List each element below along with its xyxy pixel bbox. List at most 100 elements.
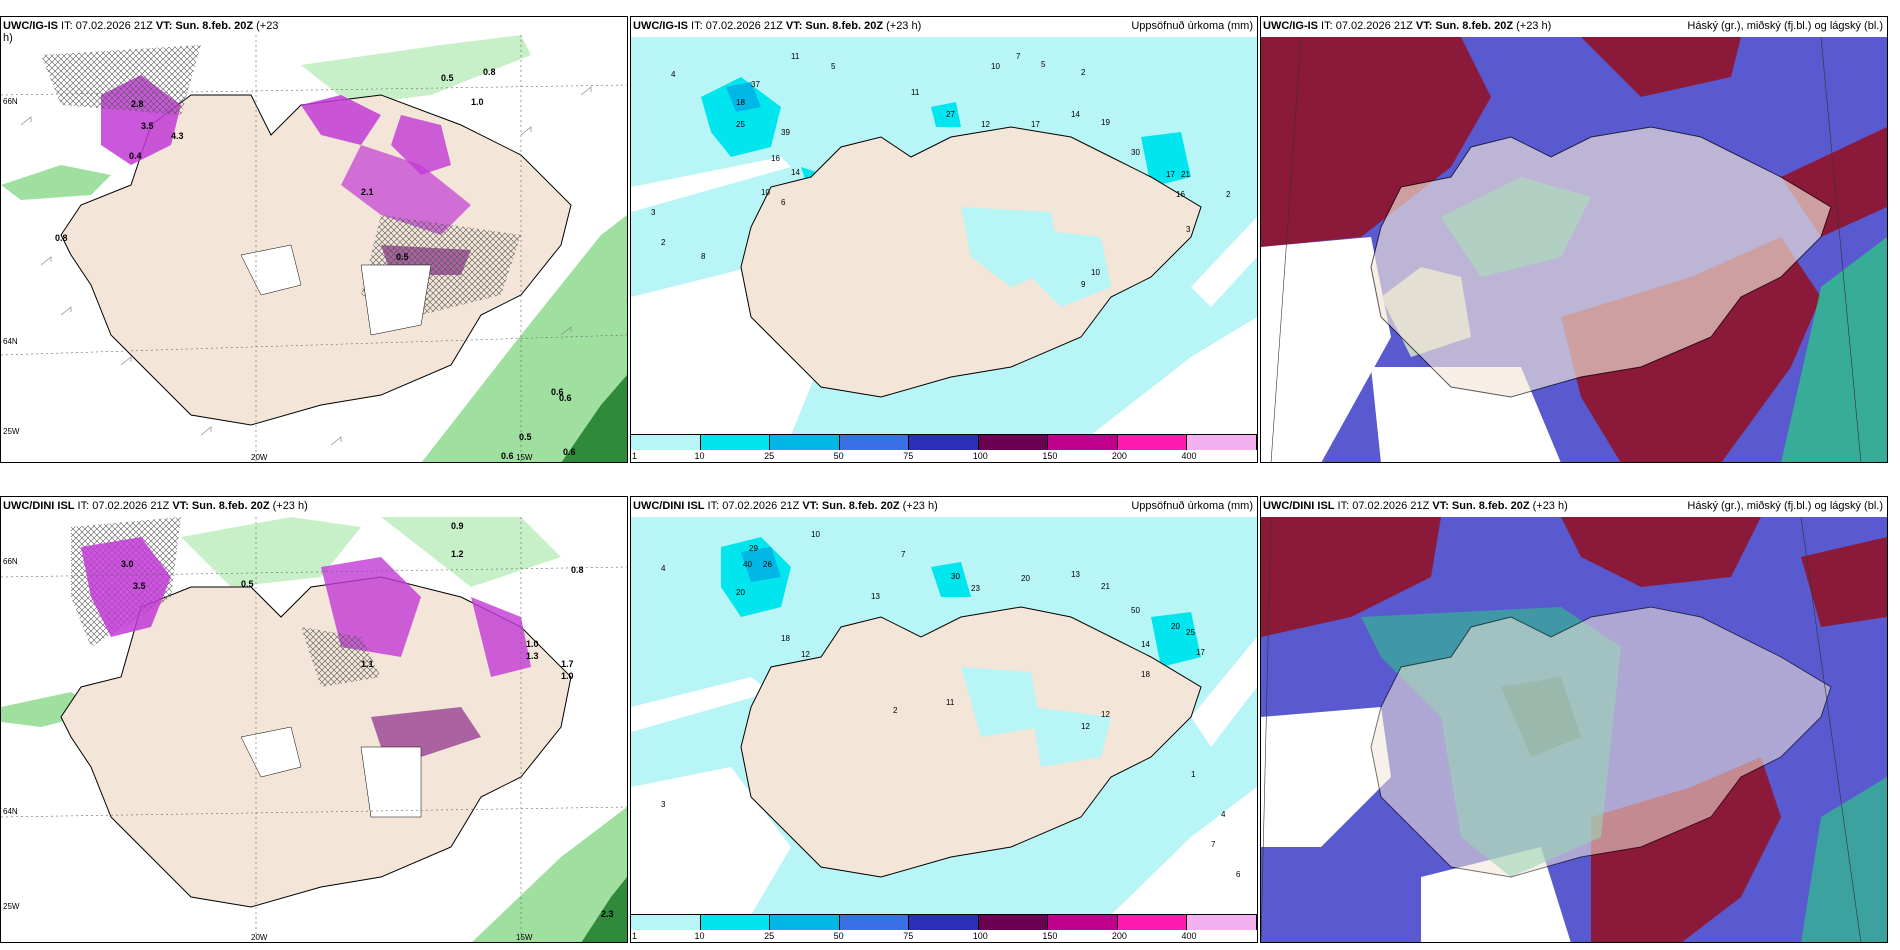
- svg-text:37: 37: [751, 80, 760, 89]
- colorbar-label: 100: [972, 451, 988, 461]
- colorbar-label: 10: [694, 931, 705, 941]
- svg-text:12: 12: [801, 650, 810, 659]
- map-area: 11 5 10 7 5 2 4 27 37 18 25 16 39 14 10 …: [631, 37, 1257, 435]
- svg-text:10: 10: [1091, 268, 1100, 277]
- svg-text:10: 10: [811, 530, 820, 539]
- lon-label: 20W: [251, 453, 268, 462]
- svg-text:12: 12: [1101, 710, 1110, 719]
- colorbar-swatch: [839, 914, 910, 930]
- svg-text:8: 8: [701, 252, 706, 261]
- lat-label: 64N: [3, 337, 18, 346]
- svg-text:1.0: 1.0: [561, 671, 574, 681]
- lon-label: 15W: [516, 933, 533, 942]
- svg-text:2: 2: [1226, 190, 1231, 199]
- svg-text:17: 17: [1031, 120, 1040, 129]
- svg-text:30: 30: [951, 572, 960, 581]
- panel-title: UWC/DINI ISL IT: 07.02.2026 21Z VT: Sun.…: [3, 500, 308, 512]
- svg-text:11: 11: [911, 88, 920, 97]
- map-panel-cloud-ig: UWC/IG-IS IT: 07.02.2026 21Z VT: Sun. 8.…: [1260, 16, 1888, 463]
- svg-text:7: 7: [1016, 52, 1021, 61]
- colorbar-swatch: [978, 914, 1049, 930]
- svg-text:20: 20: [1171, 622, 1180, 631]
- precip-values: 11 5 10 7 5 2 4 27 37 18 25 16 39 14 10 …: [651, 52, 1231, 289]
- svg-text:2.8: 2.8: [131, 99, 144, 109]
- svg-text:0.6: 0.6: [563, 447, 576, 457]
- svg-text:29: 29: [749, 544, 758, 553]
- svg-text:0.5: 0.5: [396, 252, 409, 262]
- colorbar-label: 25: [764, 451, 775, 461]
- svg-text:0.8: 0.8: [55, 233, 68, 243]
- svg-text:0.5: 0.5: [241, 579, 254, 589]
- svg-text:1.2: 1.2: [451, 549, 464, 559]
- svg-text:17: 17: [1166, 170, 1175, 179]
- svg-text:4: 4: [661, 564, 666, 573]
- panel-title: UWC/IG-IS IT: 07.02.2026 21Z VT: Sun. 8.…: [633, 20, 922, 32]
- svg-text:9: 9: [1081, 280, 1086, 289]
- panel-field-label: Uppsöfnuð úrkoma (mm): [1131, 500, 1253, 512]
- colorbar-label: 10: [694, 451, 705, 461]
- svg-text:10: 10: [761, 188, 770, 197]
- precip-values: 3.0 3.5 0.9 1.2 0.8 1.0 1.3 1.7 1.0 2.3 …: [121, 521, 614, 919]
- svg-text:50: 50: [1131, 606, 1140, 615]
- svg-text:12: 12: [981, 120, 990, 129]
- colorbar-swatch: [770, 914, 840, 930]
- panel-title: UWC/DINI ISL IT: 07.02.2026 21Z VT: Sun.…: [1263, 500, 1568, 512]
- svg-text:5: 5: [831, 62, 836, 71]
- colorbar-swatch: [1048, 434, 1118, 450]
- svg-text:17: 17: [1196, 648, 1205, 657]
- svg-text:27: 27: [946, 110, 955, 119]
- svg-text:3: 3: [661, 800, 666, 809]
- svg-text:0.6: 0.6: [501, 451, 514, 461]
- svg-text:0.6: 0.6: [559, 393, 572, 403]
- svg-text:19: 19: [1101, 118, 1110, 127]
- panel-field-label: Háský (gr.), miðský (fj.bl.) og lágský (…: [1687, 500, 1883, 512]
- colorbar-swatch: [1117, 434, 1188, 450]
- svg-text:20: 20: [736, 588, 745, 597]
- svg-text:40: 40: [743, 560, 752, 569]
- precip-values: 0.5 0.8 2.8 3.5 4.3 0.4 2.1 0.8 0.6 0.5 …: [55, 67, 576, 461]
- lat-label: 64N: [3, 807, 18, 816]
- svg-text:1.3: 1.3: [526, 651, 539, 661]
- colorbar-swatch: [1187, 914, 1257, 930]
- panel-field-label: Uppsöfnuð úrkoma (mm): [1131, 20, 1253, 32]
- svg-text:13: 13: [1071, 570, 1080, 579]
- svg-text:23: 23: [971, 584, 980, 593]
- svg-text:7: 7: [1211, 840, 1216, 849]
- colorbar-label: 50: [833, 931, 844, 941]
- svg-text:21: 21: [1181, 170, 1190, 179]
- colorbar-swatch: [1187, 434, 1257, 450]
- panel-title: UWC/IG-IS IT: 07.02.2026 21Z VT: Sun. 8.…: [1263, 20, 1552, 32]
- panel-field-label: Háský (gr.), miðský (fj.bl.) og lágský (…: [1687, 20, 1883, 32]
- svg-text:0.8: 0.8: [571, 565, 584, 575]
- colorbar-label: 1: [632, 451, 638, 461]
- svg-text:30: 30: [1131, 148, 1140, 157]
- svg-text:20: 20: [1021, 574, 1030, 583]
- colorbar-swatch: [1117, 914, 1188, 930]
- lat-label: 25W: [3, 427, 20, 436]
- svg-text:1: 1: [1191, 770, 1196, 779]
- colorbar-label: 1: [632, 931, 638, 941]
- colorbar-label: 150: [1042, 931, 1058, 941]
- lat-label: 66N: [3, 97, 18, 106]
- colorbar-swatch: [770, 434, 840, 450]
- svg-text:2.1: 2.1: [361, 187, 374, 197]
- panel-title: UWC/IG-IS IT: 07.02.2026 21Z VT: Sun. 8.…: [3, 20, 279, 44]
- svg-text:13: 13: [871, 592, 880, 601]
- svg-text:11: 11: [791, 52, 800, 61]
- map-area: [1261, 517, 1887, 942]
- colorbar-label: 150: [1042, 451, 1058, 461]
- svg-text:1.1: 1.1: [361, 659, 374, 669]
- precip-values: 10 7 4 29 40 26 20 18 12 13 30 23 20 13 …: [661, 530, 1241, 879]
- colorbar-label: 75: [903, 451, 914, 461]
- svg-text:6: 6: [1236, 870, 1241, 879]
- svg-text:16: 16: [1176, 190, 1185, 199]
- map-panel-precip-ig: UWC/IG-IS IT: 07.02.2026 21Z VT: Sun. 8.…: [630, 16, 1258, 463]
- svg-text:1.0: 1.0: [471, 97, 484, 107]
- svg-text:11: 11: [946, 698, 955, 707]
- map-area: 10 7 4 29 40 26 20 18 12 13 30 23 20 13 …: [631, 517, 1257, 915]
- colorbar-label: 200: [1111, 931, 1127, 941]
- svg-text:21: 21: [1101, 582, 1110, 591]
- svg-text:25: 25: [736, 120, 745, 129]
- lon-label: 15W: [516, 453, 533, 462]
- svg-text:2: 2: [1081, 68, 1086, 77]
